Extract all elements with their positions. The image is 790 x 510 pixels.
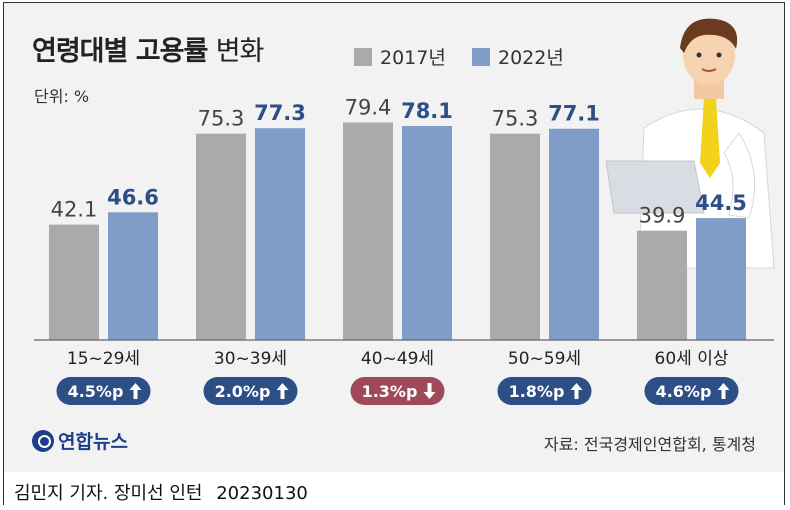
data-label-2017-0: 42.1 bbox=[51, 198, 98, 222]
data-label-2022-2: 78.1 bbox=[401, 99, 453, 123]
legend-swatch-2017 bbox=[354, 47, 372, 66]
legend-item-2017: 2017년 bbox=[354, 43, 446, 70]
arrow-up-icon-3 bbox=[570, 383, 583, 399]
change-badge-text-3: 1.8%p bbox=[509, 382, 565, 401]
change-badge-text-1: 2.0%p bbox=[215, 382, 271, 401]
data-label-2017-3: 75.3 bbox=[492, 107, 539, 131]
bar-2022-0 bbox=[108, 212, 158, 340]
bar-2017-0 bbox=[49, 224, 99, 340]
bar-2022-2 bbox=[402, 126, 452, 340]
bar-2017-3 bbox=[490, 133, 540, 340]
change-badge-text-0: 4.5%p bbox=[68, 382, 124, 401]
infographic-frame: 42.1 46.6 75.3 77.3 79.4 78.1 75.3 77.1 39.9 44.5… bbox=[3, 2, 785, 506]
legend-item-2022: 2022년 bbox=[472, 43, 564, 70]
change-badge-3 bbox=[497, 377, 592, 405]
x-tick-label-1: 30~39세 bbox=[214, 349, 287, 369]
data-label-2017-4: 39.9 bbox=[639, 204, 686, 228]
bar-2017-1 bbox=[196, 133, 246, 340]
byline: 김민지 기자. 장미선 인턴 20230130 bbox=[14, 479, 308, 505]
x-tick-label-0: 15~29세 bbox=[67, 349, 140, 369]
x-tick-label-3: 50~59세 bbox=[508, 349, 581, 369]
change-badge-2 bbox=[350, 377, 445, 405]
legend-label-2017: 2017년 bbox=[380, 47, 446, 69]
change-badge-4 bbox=[644, 377, 739, 405]
bars-group: 42.1 46.6 75.3 77.3 79.4 78.1 75.3 77.1 39.9 44.5 bbox=[49, 95, 747, 340]
bar-2022-4 bbox=[696, 218, 746, 340]
change-badge-text-2: 1.3%p bbox=[362, 382, 418, 401]
change-badge-0 bbox=[56, 377, 151, 405]
change-badge-text-4: 4.6%p bbox=[656, 382, 712, 401]
data-label-2022-4: 44.5 bbox=[695, 191, 747, 215]
bar-2017-2 bbox=[343, 122, 393, 340]
tick-labels-group: 15~29세 30~39세 40~49세 50~59세 60세 이상 bbox=[67, 349, 729, 369]
bar-2022-1 bbox=[255, 128, 305, 340]
reporter-names: 김민지 기자. 장미선 인턴 bbox=[14, 483, 203, 504]
change-badge-1 bbox=[203, 377, 298, 405]
arrow-up-icon-1 bbox=[276, 383, 289, 399]
unit-label: 단위: % bbox=[34, 87, 90, 106]
arrow-down-icon-2 bbox=[423, 383, 436, 399]
source-note: 자료: 전국경제인연합회, 통계청 bbox=[543, 435, 756, 454]
data-label-2022-1: 77.3 bbox=[254, 101, 306, 125]
bar-2022-3 bbox=[549, 128, 599, 340]
bar-chart: 42.1 46.6 75.3 77.3 79.4 78.1 75.3 77.1 39.9 44.5… bbox=[34, 18, 775, 405]
yonhap-logo: 연합뉴스 bbox=[32, 427, 128, 454]
office-worker-illustration bbox=[605, 18, 775, 269]
bar-2017-4 bbox=[637, 230, 687, 340]
arrow-up-icon-0 bbox=[129, 383, 142, 399]
logo-text: 연합뉴스 bbox=[58, 431, 128, 453]
publish-date: 20230130 bbox=[216, 483, 308, 504]
chart-title-light: 변화 bbox=[215, 36, 265, 67]
chart-title: 연령대별 고용률 변화 bbox=[32, 29, 265, 68]
change-badges-group: 4.5%p 2.0%p 1.3%p 1.8%p 4.6%p bbox=[56, 377, 739, 405]
legend-label-2022: 2022년 bbox=[498, 47, 564, 69]
data-label-2017-1: 75.3 bbox=[198, 107, 245, 131]
x-tick-label-2: 40~49세 bbox=[361, 349, 434, 369]
arrow-up-icon-4 bbox=[717, 383, 730, 399]
chart-title-bold: 연령대별 고용률 bbox=[32, 36, 208, 67]
data-label-2017-2: 79.4 bbox=[345, 95, 392, 119]
yonhap-logo-icon bbox=[32, 429, 54, 452]
footer-bar bbox=[4, 472, 784, 506]
data-label-2022-0: 46.6 bbox=[107, 185, 159, 209]
legend-swatch-2022 bbox=[472, 47, 490, 66]
data-label-2022-3: 77.1 bbox=[548, 102, 600, 126]
x-tick-label-4: 60세 이상 bbox=[655, 349, 729, 369]
